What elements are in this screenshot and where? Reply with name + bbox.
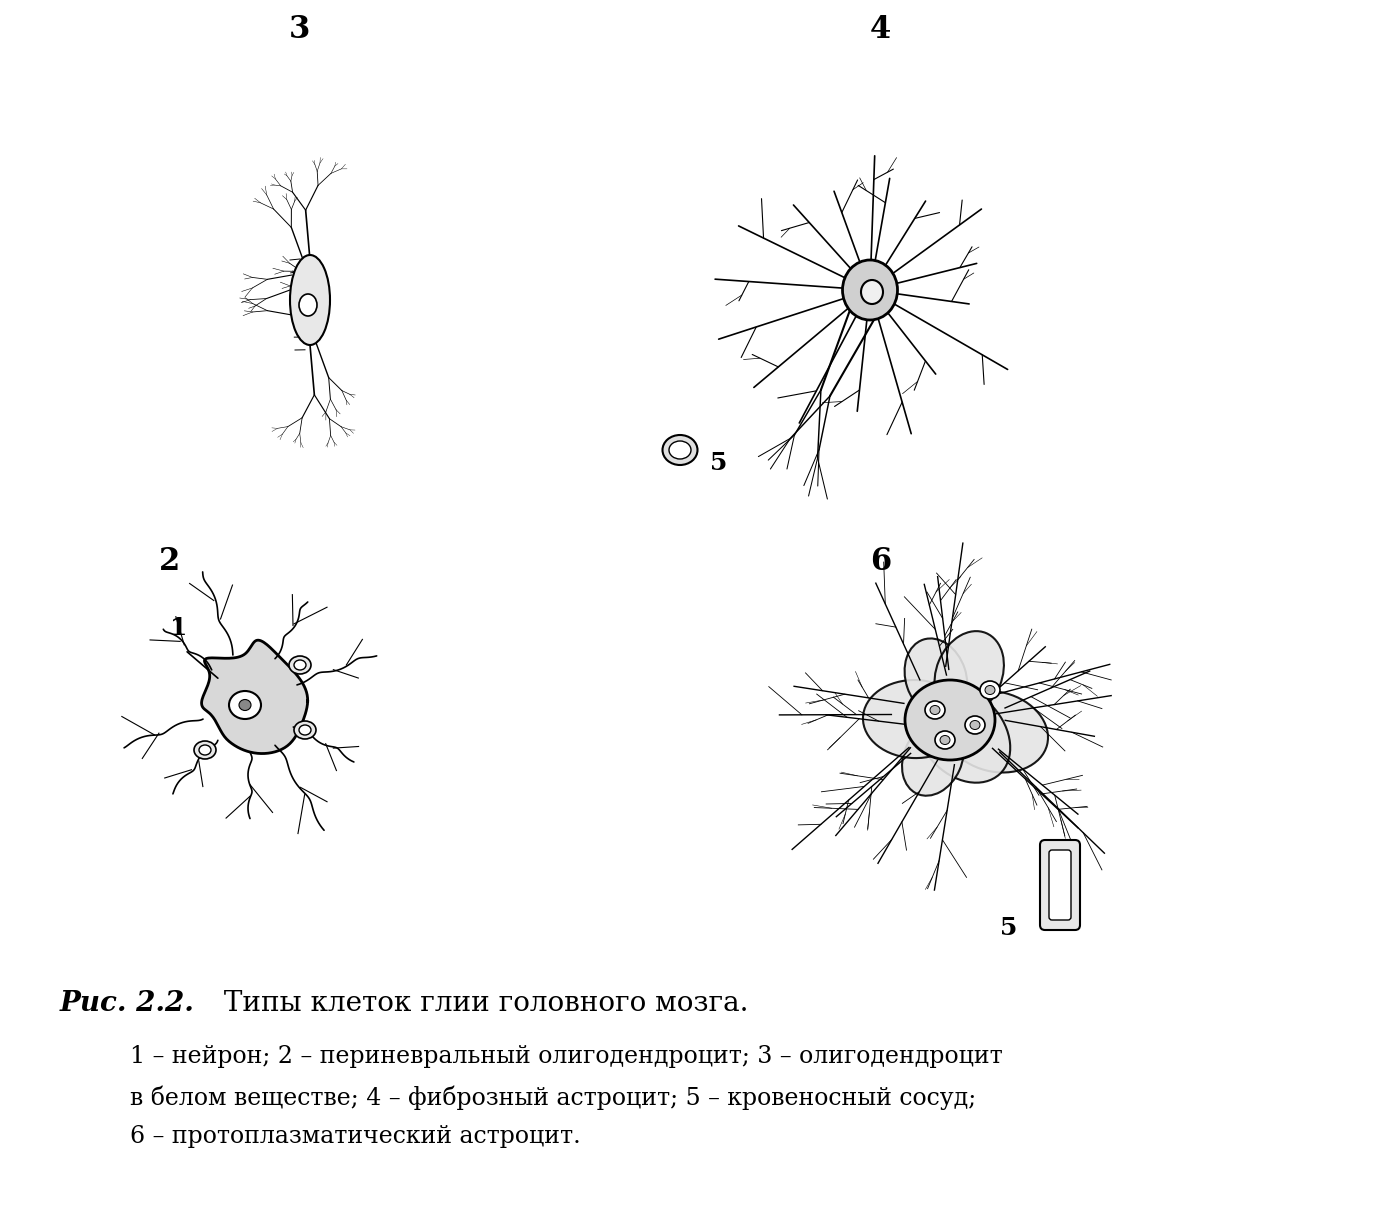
Ellipse shape <box>298 725 311 735</box>
Ellipse shape <box>940 735 949 745</box>
Ellipse shape <box>944 690 1048 772</box>
Ellipse shape <box>985 686 995 694</box>
Ellipse shape <box>934 631 1004 716</box>
Ellipse shape <box>294 660 305 670</box>
Ellipse shape <box>980 681 999 699</box>
Text: 3: 3 <box>289 14 311 46</box>
Ellipse shape <box>905 680 995 760</box>
Text: в белом веществе; 4 – фиброзный астроцит; 5 – кровеносный сосуд;: в белом веществе; 4 – фиброзный астроцит… <box>130 1085 976 1109</box>
Ellipse shape <box>902 721 963 795</box>
Ellipse shape <box>239 700 251 711</box>
Text: 1: 1 <box>169 616 187 640</box>
Text: 5: 5 <box>711 451 727 476</box>
Text: 5: 5 <box>999 916 1017 940</box>
Text: 2: 2 <box>160 546 180 577</box>
Text: 4: 4 <box>869 14 891 46</box>
Ellipse shape <box>194 741 217 759</box>
Ellipse shape <box>970 721 980 729</box>
FancyBboxPatch shape <box>1040 840 1080 931</box>
Ellipse shape <box>669 441 691 459</box>
Ellipse shape <box>298 295 316 316</box>
Ellipse shape <box>861 280 883 304</box>
Ellipse shape <box>229 690 261 719</box>
Polygon shape <box>201 640 308 753</box>
Text: 6: 6 <box>870 546 891 577</box>
Ellipse shape <box>905 639 967 717</box>
Ellipse shape <box>936 731 955 750</box>
FancyBboxPatch shape <box>1049 850 1072 920</box>
Ellipse shape <box>294 721 316 739</box>
Text: 6 – протоплазматический астроцит.: 6 – протоплазматический астроцит. <box>130 1125 580 1148</box>
Ellipse shape <box>916 686 1010 782</box>
Ellipse shape <box>930 706 940 715</box>
Ellipse shape <box>289 655 311 674</box>
Ellipse shape <box>662 435 698 465</box>
Text: Типы клеток глии головного мозга.: Типы клеток глии головного мозга. <box>215 990 748 1018</box>
Ellipse shape <box>965 716 985 734</box>
Ellipse shape <box>924 701 945 719</box>
Text: 1 – нейрон; 2 – периневральный олигодендроцит; 3 – олигодендроцит: 1 – нейрон; 2 – периневральный олигоденд… <box>130 1045 1002 1068</box>
Ellipse shape <box>198 745 211 756</box>
Ellipse shape <box>290 255 330 345</box>
Text: Рис. 2.2.: Рис. 2.2. <box>60 990 194 1018</box>
Ellipse shape <box>863 680 967 758</box>
Ellipse shape <box>843 260 898 320</box>
